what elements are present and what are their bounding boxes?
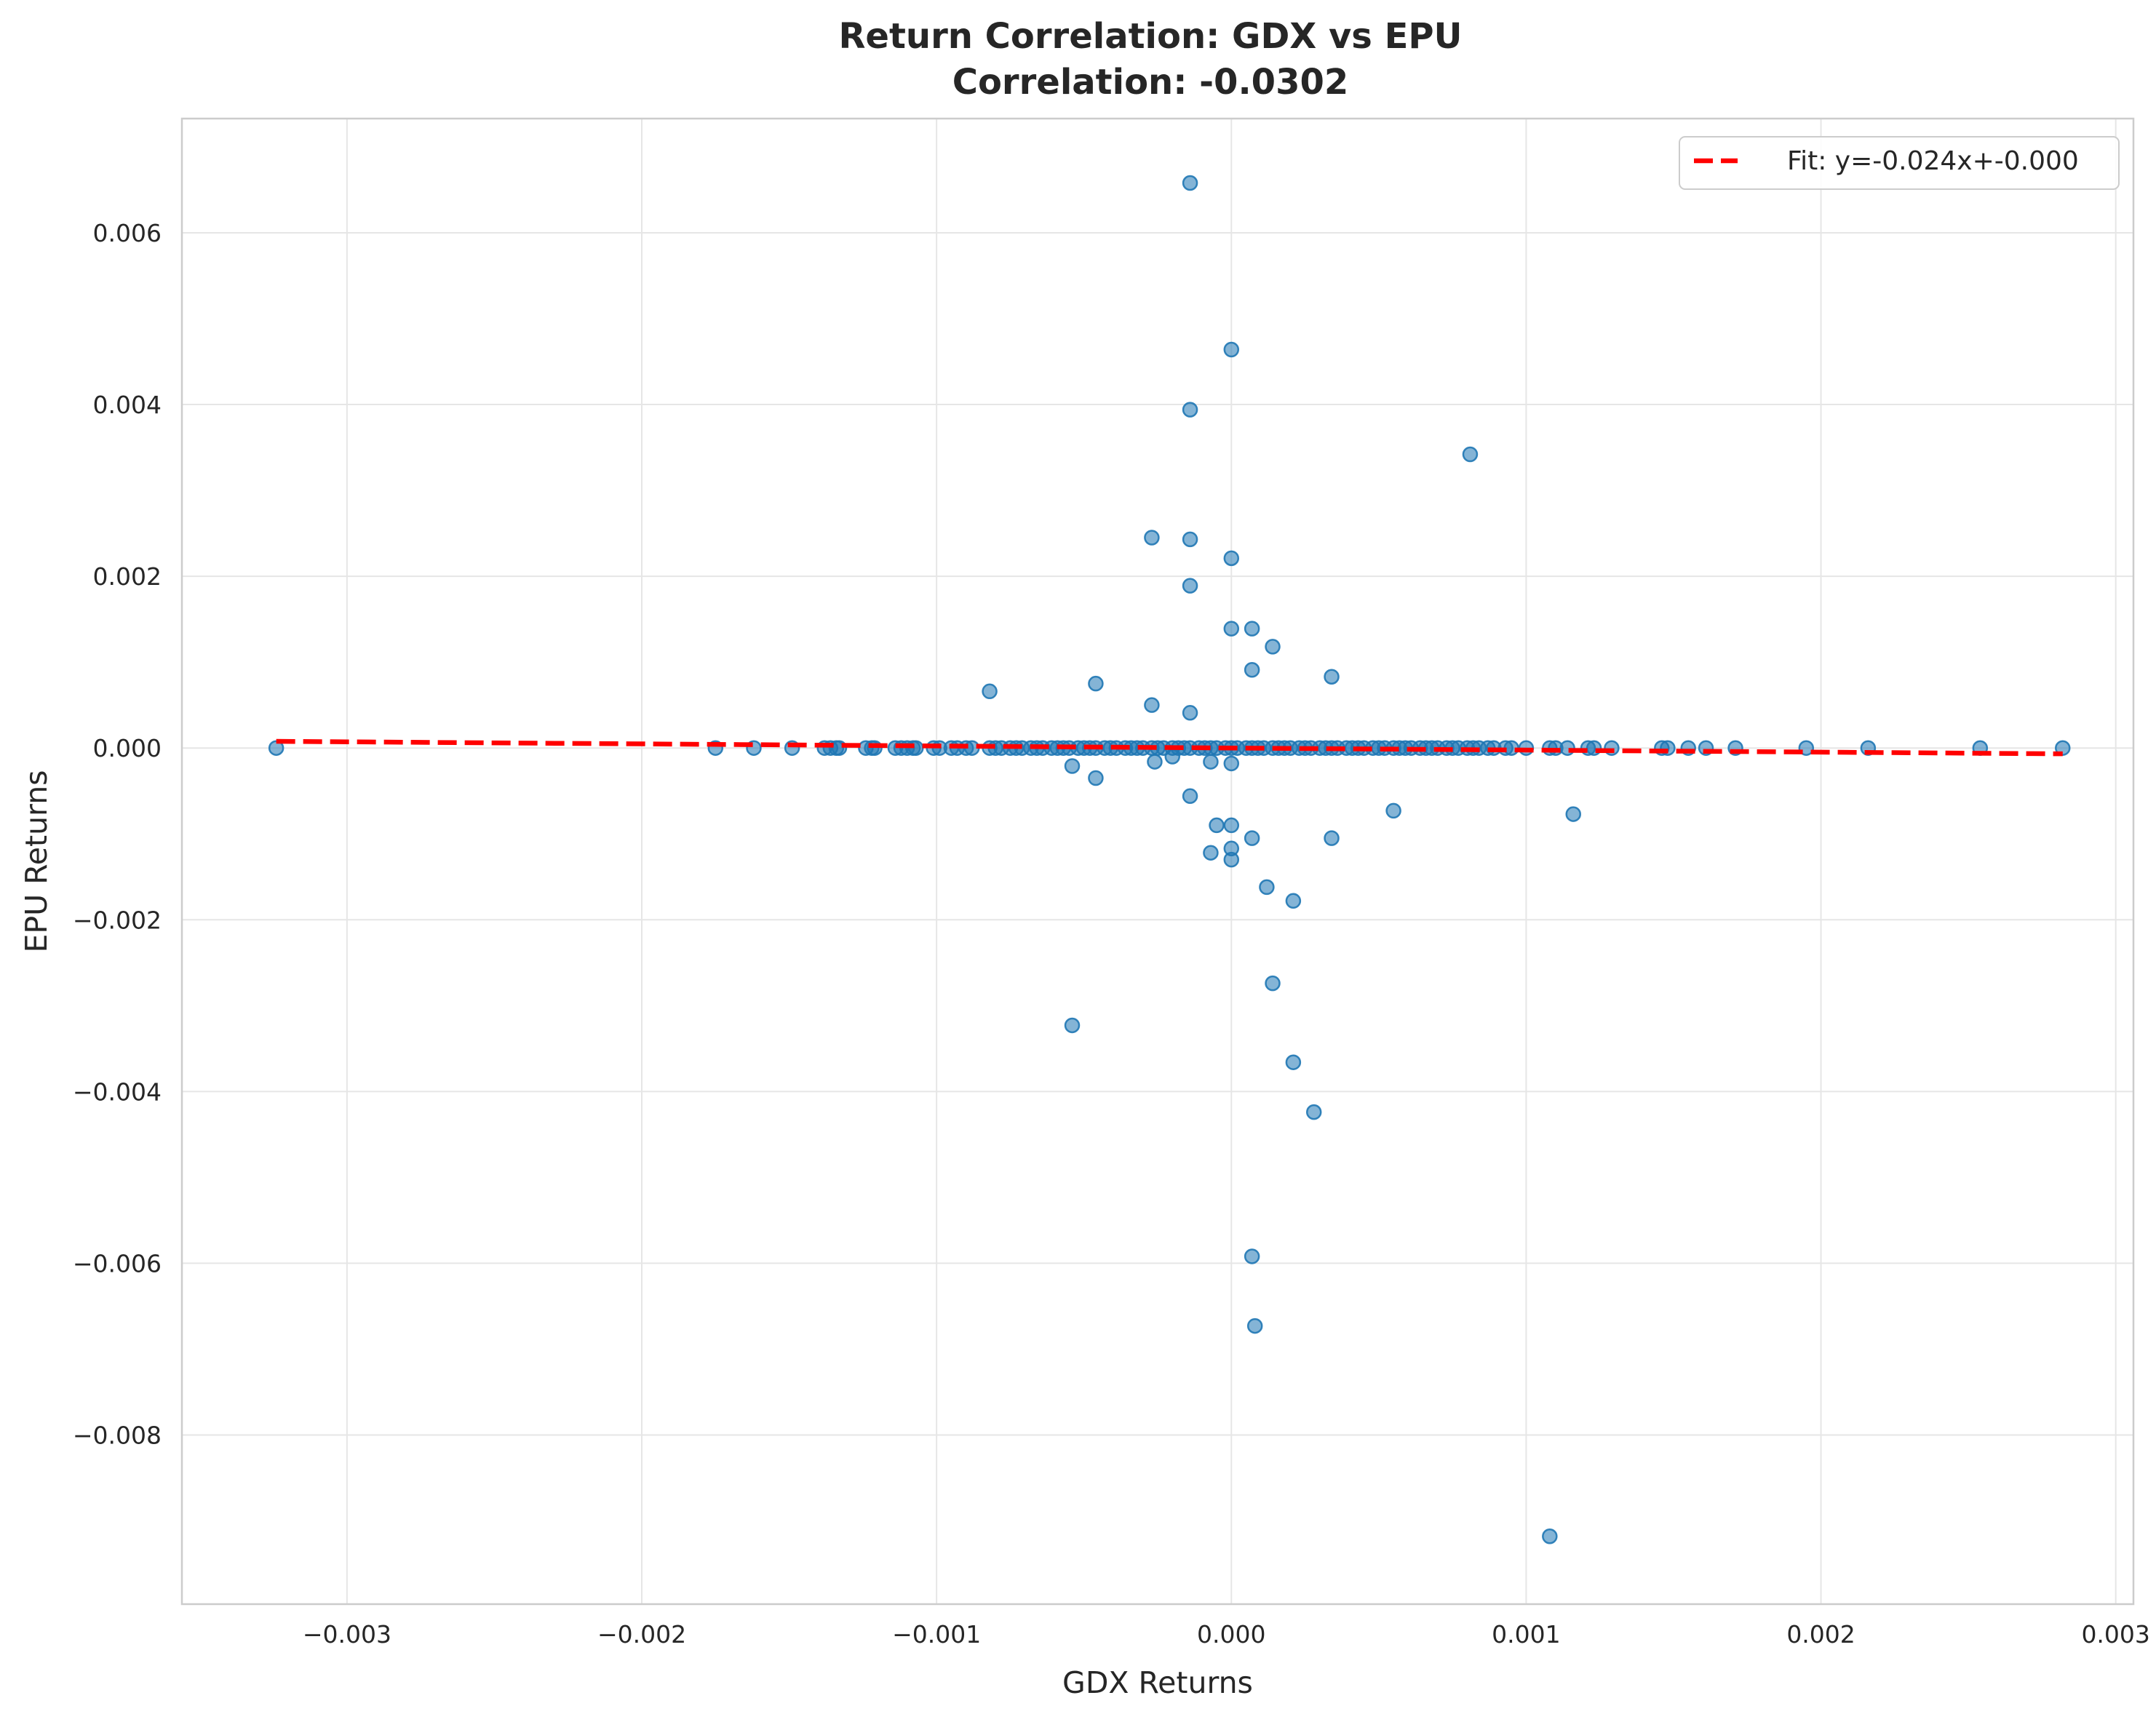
data-point xyxy=(1088,770,1104,786)
data-point xyxy=(1064,758,1081,774)
data-point xyxy=(1559,740,1575,756)
data-point xyxy=(1182,788,1198,805)
data-point xyxy=(1088,675,1104,692)
data-point xyxy=(1565,806,1581,822)
grid xyxy=(182,119,2133,1604)
data-point xyxy=(1285,893,1302,909)
data-point xyxy=(1244,662,1260,678)
legend-box xyxy=(1679,136,2120,190)
data-point xyxy=(1259,879,1275,896)
legend-fit-label: Fit: y=-0.024x+-0.000 xyxy=(1787,146,2079,176)
data-point xyxy=(1209,817,1225,834)
y-tick-label: −0.006 xyxy=(73,1249,162,1277)
data-point xyxy=(1203,754,1219,770)
data-point xyxy=(1462,446,1479,463)
data-point xyxy=(1324,830,1340,846)
x-tick-label: 0.002 xyxy=(1786,1620,1855,1649)
data-point xyxy=(1285,1054,1302,1070)
data-point xyxy=(1223,341,1240,358)
data-point xyxy=(1144,530,1160,546)
x-tick-label: 0.003 xyxy=(2081,1620,2149,1649)
data-point xyxy=(1324,669,1340,685)
data-point xyxy=(1265,975,1281,992)
data-point xyxy=(1182,578,1198,594)
data-point xyxy=(1223,851,1240,868)
data-point xyxy=(1064,1017,1081,1034)
x-tick-label: −0.002 xyxy=(597,1620,686,1649)
data-point xyxy=(1244,1248,1260,1264)
y-axis-label: EPU Returns xyxy=(19,770,54,952)
plot-frame xyxy=(180,117,2135,1606)
data-point xyxy=(1182,705,1198,721)
chart-title-line1: Return Correlation: GDX vs EPU xyxy=(838,16,1462,57)
fit-line xyxy=(276,738,2063,757)
y-axis-ticks: 0.006 0.004 0.002 0.000 −0.002 −0.004 −0.006 −0… xyxy=(73,219,162,1449)
chart-title-line2: Correlation: -0.0302 xyxy=(952,62,1349,103)
data-point xyxy=(1385,802,1401,819)
y-tick-label: −0.002 xyxy=(73,906,162,934)
x-axis-label: GDX Returns xyxy=(1062,1665,1253,1700)
data-point xyxy=(1203,845,1219,861)
data-point xyxy=(1223,621,1240,637)
data-point xyxy=(1305,1104,1322,1120)
y-tick-label: −0.008 xyxy=(73,1421,162,1449)
data-point xyxy=(1182,402,1198,418)
y-tick-label: 0.004 xyxy=(93,391,162,419)
x-tick-label: −0.001 xyxy=(892,1620,981,1649)
data-point xyxy=(1164,749,1181,765)
data-point xyxy=(1144,697,1160,713)
x-tick-label: −0.003 xyxy=(303,1620,391,1649)
data-point xyxy=(1542,1528,1558,1544)
x-axis-ticks: −0.003 −0.002 −0.001 0.000 0.001 0.002 0.003 xyxy=(303,1620,2150,1649)
y-tick-label: 0.000 xyxy=(93,734,162,762)
y-tick-label: 0.002 xyxy=(93,562,162,591)
data-point xyxy=(1182,531,1198,548)
x-tick-label: 0.000 xyxy=(1197,1620,1265,1649)
data-point xyxy=(1265,639,1281,655)
data-point xyxy=(1223,755,1240,772)
data-point xyxy=(268,740,285,756)
data-point xyxy=(1244,830,1260,846)
data-point xyxy=(1147,754,1163,770)
data-point xyxy=(1223,817,1240,834)
data-point xyxy=(982,683,998,700)
y-tick-label: −0.004 xyxy=(73,1077,162,1106)
y-tick-label: 0.006 xyxy=(93,219,162,247)
data-point xyxy=(1246,1318,1263,1334)
data-point xyxy=(1244,621,1260,637)
x-tick-label: 0.001 xyxy=(1492,1620,1560,1649)
legend: Fit: y=-0.024x+-0.000 xyxy=(1679,136,2120,190)
data-point xyxy=(1223,550,1240,567)
data-point xyxy=(1182,175,1198,191)
